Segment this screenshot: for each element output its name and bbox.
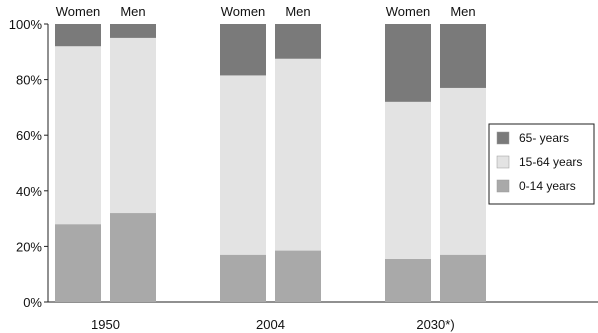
legend: 65- years 15-64 years 0-14 years xyxy=(488,123,595,205)
y-tick-label: 40% xyxy=(16,184,42,199)
bar-segment-65-years xyxy=(385,24,431,102)
bar-segment-0-14-years xyxy=(55,224,101,302)
bar-segment-15-64-years xyxy=(110,37,156,214)
bar-sex-label: Men xyxy=(120,4,145,19)
legend-swatch xyxy=(496,131,510,145)
x-category-label: 1950 xyxy=(91,317,120,332)
y-tick-label: 100% xyxy=(9,17,43,32)
bar-segment-65-years xyxy=(220,24,266,76)
y-tick-label: 0% xyxy=(23,295,42,310)
y-tick-label: 60% xyxy=(16,128,42,143)
bar-sex-label: Women xyxy=(56,4,101,19)
y-tick-label: 20% xyxy=(16,239,42,254)
bar-segment-0-14-years xyxy=(275,250,321,302)
bar-segment-65-years xyxy=(440,24,486,88)
bar-segment-0-14-years xyxy=(440,254,486,302)
bar-segment-0-14-years xyxy=(385,258,431,302)
y-tick-label: 80% xyxy=(16,73,42,88)
legend-label: 15-64 years xyxy=(519,155,582,169)
bar-segment-0-14-years xyxy=(110,213,156,302)
bar-sex-label: Women xyxy=(386,4,431,19)
bar-sex-label: Women xyxy=(221,4,266,19)
bar-segment-0-14-years xyxy=(220,254,266,302)
bar-sex-label: Men xyxy=(450,4,475,19)
legend-label: 0-14 years xyxy=(519,179,576,193)
bar-segment-15-64-years xyxy=(275,58,321,251)
bar-segment-15-64-years xyxy=(55,46,101,225)
x-category-label: 2030*) xyxy=(416,317,454,332)
bar-segment-65-years xyxy=(275,24,321,59)
bar-segment-15-64-years xyxy=(385,101,431,259)
x-category-label: 2004 xyxy=(256,317,285,332)
bar-sex-label: Men xyxy=(285,4,310,19)
legend-label: 65- years xyxy=(519,131,569,145)
bars xyxy=(55,24,486,302)
bar-segment-65-years xyxy=(55,24,101,47)
bar-segment-65-years xyxy=(110,24,156,38)
bar-segment-15-64-years xyxy=(440,87,486,255)
bar-segment-15-64-years xyxy=(220,75,266,255)
legend-swatch xyxy=(496,179,510,193)
bar-labels: Women Men Women Men Women Men 1950 2004 2030*) xyxy=(56,4,476,332)
legend-swatch xyxy=(496,155,510,169)
